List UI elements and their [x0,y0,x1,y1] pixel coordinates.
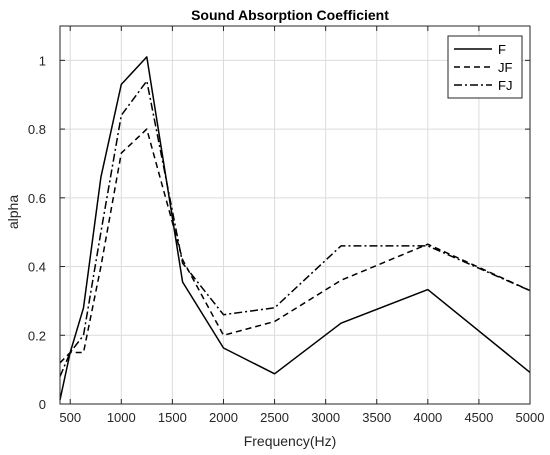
y-axis-label: alpha [5,195,21,229]
y-tick-label: 0 [39,397,46,412]
series-line-fj [59,80,531,377]
legend-label-f: F [498,42,506,57]
legend-label-fj: FJ [498,78,512,93]
y-tick-label: 1 [39,53,46,68]
plot-border [59,25,531,405]
x-axis-label: Frequency(Hz) [244,433,337,449]
x-tick-label: 3500 [362,410,391,425]
y-tick-label: 0.4 [28,260,46,275]
x-tick-label: 2500 [260,410,289,425]
x-tick-label: 2000 [209,410,238,425]
x-tick-label: 5000 [516,410,545,425]
series-line-jf [59,128,531,364]
y-tick-label: 0.2 [28,328,46,343]
x-tick-label: 1500 [158,410,187,425]
x-tick-label: 1000 [107,410,136,425]
legend-label-jf: JF [498,60,513,75]
legend: F JF FJ [447,35,523,99]
series-layer [59,56,531,401]
axis-ticks: 500 1000 1500 2000 2500 3000 3500 4000 4500 5000 0… [28,26,545,425]
x-tick-label: 4500 [464,410,493,425]
y-tick-label: 0.8 [28,122,46,137]
x-tick-label: 4000 [413,410,442,425]
chart-title: Sound Absorption Coefficient [191,7,389,23]
y-tick-label: 0.6 [28,191,46,206]
x-tick-label: 500 [59,410,81,425]
x-tick-label: 3000 [311,410,340,425]
